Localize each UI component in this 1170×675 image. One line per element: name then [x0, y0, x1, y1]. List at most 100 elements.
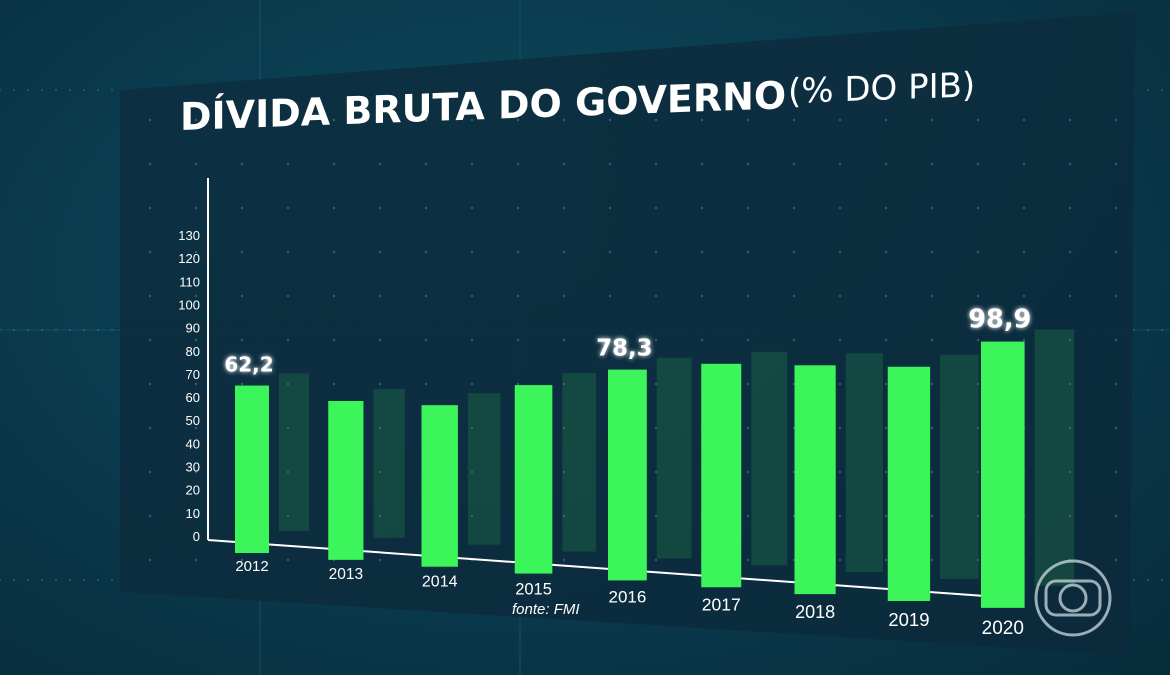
panel-dot [1114, 426, 1118, 430]
grid-dot [97, 579, 99, 581]
panel-dot [332, 118, 336, 122]
x-tick-label: 2020 [982, 618, 1024, 639]
panel-dot [240, 338, 244, 342]
ghost-bar [940, 354, 979, 579]
grid-dot [97, 329, 99, 331]
panel-dot [976, 162, 980, 166]
grid-dot [1161, 89, 1163, 91]
panel-dot [976, 118, 980, 122]
grid-dot [83, 329, 85, 331]
panel-dot [148, 118, 152, 122]
grid-dot [1147, 89, 1149, 91]
data-label: 78,3 [596, 336, 652, 362]
grid-dot [27, 579, 29, 581]
panel-dot [286, 426, 290, 430]
panel-dot [378, 558, 382, 562]
chart-subtitle: (% DO PIB) [788, 65, 975, 112]
panel-dot [562, 250, 566, 254]
panel-dot [700, 250, 704, 254]
panel-dot [930, 558, 934, 562]
panel-dot [424, 206, 428, 210]
panel-dot [884, 162, 888, 166]
panel-dot [1068, 118, 1072, 122]
panel-dot [884, 426, 888, 430]
panel-dot [516, 118, 520, 122]
x-tick-label: 2012 [235, 558, 268, 575]
panel-dot [562, 206, 566, 210]
panel-dot [148, 382, 152, 386]
panel-dot [148, 206, 152, 210]
panel-dot [516, 338, 520, 342]
y-tick-label: 20 [186, 483, 200, 498]
bar-2020 [981, 341, 1025, 608]
panel-dot [562, 338, 566, 342]
panel-dot [1114, 470, 1118, 474]
data-labels: 62,2 78,3 98,9 [224, 305, 1031, 377]
panel-dot [424, 294, 428, 298]
panel-dot [792, 118, 796, 122]
panel-dot [838, 514, 842, 518]
grid-dot [83, 579, 85, 581]
panel-dot [516, 162, 520, 166]
panel-dot [286, 558, 290, 562]
panel-dot [976, 426, 980, 430]
y-tick-label: 80 [186, 344, 200, 359]
panel-dot [930, 382, 934, 386]
grid-dot [55, 89, 57, 91]
panel-dot [148, 558, 152, 562]
panel-dot [976, 558, 980, 562]
panel-dot [1068, 206, 1072, 210]
panel-dot [516, 206, 520, 210]
panel-dot [332, 382, 336, 386]
grid-dot [69, 329, 71, 331]
panel-dot [746, 294, 750, 298]
panel-dot [838, 426, 842, 430]
panel-dot [240, 206, 244, 210]
panel-dot [1022, 162, 1026, 166]
panel-dot [792, 338, 796, 342]
panel-dot [148, 470, 152, 474]
panel-dot [148, 338, 152, 342]
panel-dot [1114, 338, 1118, 342]
category-labels: 2012 2013 2014 2015 2016 2017 2018 2019 2020 [235, 558, 1024, 639]
grid-dot [111, 579, 113, 581]
panel-dot [516, 250, 520, 254]
ghost-bar [279, 373, 309, 531]
y-tick-label: 130 [178, 228, 200, 243]
ghost-bar [656, 357, 692, 559]
data-label: 98,9 [968, 305, 1031, 335]
x-tick-label: 2014 [422, 574, 458, 591]
panel-dot [1022, 294, 1026, 298]
panel-dot [884, 118, 888, 122]
panel-dot [792, 294, 796, 298]
grid-dot [1147, 329, 1149, 331]
y-tick-label: 70 [186, 367, 200, 382]
grid-dot [0, 89, 1, 91]
y-tick-label: 40 [186, 436, 200, 451]
panel-dot [378, 426, 382, 430]
grid-dot [55, 329, 57, 331]
ghost-bar [467, 393, 501, 545]
ghost-bar [1034, 329, 1075, 586]
panel-dot [884, 250, 888, 254]
panel-dot [838, 118, 842, 122]
panel-dot [148, 294, 152, 298]
grid-dot [69, 89, 71, 91]
panel-dot [562, 470, 566, 474]
panel-dot [1068, 426, 1072, 430]
globo-logo [1034, 559, 1112, 637]
panel-dot [976, 514, 980, 518]
grid-dot [41, 89, 43, 91]
panel-dot [654, 382, 658, 386]
panel-dot [332, 206, 336, 210]
panel-dot [608, 118, 612, 122]
panel-dot [700, 294, 704, 298]
grid-dot [111, 329, 113, 331]
y-tick-label: 100 [178, 297, 200, 312]
panel-dot [930, 162, 934, 166]
panel-dot [700, 162, 704, 166]
panel-dot [930, 294, 934, 298]
panel-dot [148, 514, 152, 518]
panel-dot [1114, 206, 1118, 210]
panel-dot [746, 250, 750, 254]
